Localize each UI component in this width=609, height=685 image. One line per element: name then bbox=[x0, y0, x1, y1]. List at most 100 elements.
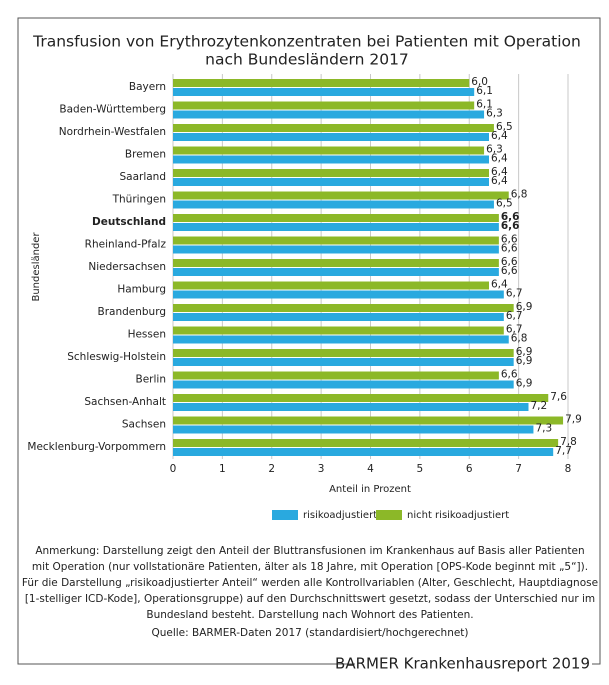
footer: BARMER Krankenhausreport 2019 bbox=[335, 655, 590, 673]
bar bbox=[173, 236, 499, 245]
chart-title: Transfusion von Erythrozytenkonzentraten… bbox=[32, 33, 581, 51]
bar bbox=[173, 281, 489, 290]
value-label: 6,0 bbox=[471, 76, 488, 88]
value-label: 7,7 bbox=[555, 445, 572, 457]
value-label: 6,6 bbox=[501, 265, 518, 277]
value-label: 6,9 bbox=[516, 301, 533, 313]
bar bbox=[173, 200, 494, 209]
bar bbox=[173, 304, 514, 312]
value-label: 6,3 bbox=[486, 108, 503, 120]
value-label: 7,6 bbox=[550, 391, 567, 403]
x-tick-label: 0 bbox=[170, 463, 177, 475]
x-tick-label: 4 bbox=[367, 463, 374, 475]
note: mit Operation (nur vollstationäre Patien… bbox=[32, 561, 588, 573]
x-tick-label: 8 bbox=[565, 463, 572, 475]
y-tick-label: Berlin bbox=[136, 374, 166, 386]
value-label: 6,9 bbox=[516, 378, 533, 390]
value-label: 7,2 bbox=[531, 400, 548, 412]
bar bbox=[173, 349, 514, 357]
bar bbox=[173, 259, 499, 267]
bar bbox=[173, 290, 504, 299]
x-tick-label: 5 bbox=[417, 463, 424, 475]
y-tick-label: Thüringen bbox=[112, 194, 166, 206]
y-tick-label: Sachsen bbox=[122, 419, 166, 431]
legend-swatch bbox=[272, 510, 298, 520]
bar bbox=[173, 403, 529, 411]
y-tick-label: Niedersachsen bbox=[88, 261, 166, 273]
value-label: 6,6 bbox=[501, 243, 518, 255]
x-tick-label: 6 bbox=[466, 463, 473, 475]
x-tick-label: 7 bbox=[515, 463, 522, 475]
frame bbox=[17, 17, 601, 665]
bar bbox=[173, 313, 504, 321]
note: Für die Darstellung „risikoadjustierter … bbox=[22, 577, 598, 589]
value-label: 6,6 bbox=[501, 256, 518, 268]
bar bbox=[173, 169, 489, 177]
value-label: 6,9 bbox=[516, 346, 533, 358]
y-tick-label: Mecklenburg-Vorpommern bbox=[27, 441, 166, 453]
x-tick-label: 1 bbox=[219, 463, 226, 475]
y-tick-label: Sachsen-Anhalt bbox=[84, 396, 166, 408]
value-label: 6,1 bbox=[476, 99, 493, 111]
value-label: 6,7 bbox=[506, 310, 523, 322]
bar bbox=[173, 88, 475, 96]
value-label: 6,4 bbox=[491, 166, 508, 178]
bar bbox=[173, 79, 470, 87]
x-tick-label: 3 bbox=[318, 463, 325, 475]
value-label: 6,6 bbox=[501, 369, 518, 381]
y-tick-label: Saarland bbox=[119, 171, 166, 183]
bar bbox=[173, 124, 494, 132]
chart-title: nach Bundesländern 2017 bbox=[205, 51, 409, 69]
value-label: 6,7 bbox=[506, 324, 523, 336]
y-tick-label: Hamburg bbox=[117, 284, 166, 296]
bar bbox=[173, 133, 489, 141]
bar bbox=[173, 191, 509, 200]
value-label: 6,8 bbox=[511, 333, 528, 345]
legend-label: nicht risikoadjustiert bbox=[407, 510, 509, 521]
bar bbox=[173, 439, 559, 447]
bar bbox=[173, 394, 549, 402]
bar bbox=[173, 146, 485, 155]
y-tick-label: Nordrhein-Westfalen bbox=[59, 126, 166, 138]
note: [1-stelliger ICD-Kode], Operationsgruppe… bbox=[25, 593, 595, 605]
y-tick-label: Bayern bbox=[129, 81, 166, 93]
value-label: 6,6 bbox=[501, 211, 520, 223]
bar bbox=[173, 178, 489, 186]
value-label: 6,4 bbox=[491, 130, 508, 142]
value-label: 6,8 bbox=[511, 189, 528, 201]
value-label: 6,1 bbox=[476, 85, 493, 97]
value-label: 7,8 bbox=[560, 436, 577, 448]
source: Quelle: BARMER-Daten 2017 (standardisier… bbox=[151, 627, 468, 639]
value-label: 6,4 bbox=[491, 175, 508, 187]
value-label: 6,5 bbox=[496, 121, 513, 133]
bar bbox=[173, 214, 499, 222]
bar bbox=[173, 101, 475, 110]
bar bbox=[173, 371, 499, 380]
value-label: 7,3 bbox=[535, 423, 552, 435]
legend-label: risikoadjustiert bbox=[303, 510, 377, 521]
value-label: 6,6 bbox=[501, 220, 520, 232]
bar bbox=[173, 425, 534, 434]
value-label: 7,9 bbox=[565, 414, 582, 426]
y-tick-label: Rheinland-Pfalz bbox=[85, 239, 167, 251]
value-label: 6,9 bbox=[516, 355, 533, 367]
value-label: 6,4 bbox=[491, 153, 508, 165]
bar bbox=[173, 245, 499, 254]
value-label: 6,4 bbox=[491, 279, 508, 291]
bar bbox=[173, 155, 489, 164]
bar bbox=[173, 223, 499, 231]
bar bbox=[173, 268, 499, 276]
y-tick-label: Hessen bbox=[128, 329, 166, 341]
y-tick-label: Brandenburg bbox=[97, 306, 166, 318]
bar bbox=[173, 448, 554, 456]
bar bbox=[173, 110, 485, 119]
value-label: 6,7 bbox=[506, 288, 523, 300]
y-tick-label: Schleswig-Holstein bbox=[67, 351, 166, 363]
bar bbox=[173, 380, 514, 389]
note: Anmerkung: Darstellung zeigt den Anteil … bbox=[35, 545, 584, 557]
y-tick-label: Deutschland bbox=[92, 216, 166, 228]
bar bbox=[173, 358, 514, 366]
x-tick-label: 2 bbox=[268, 463, 275, 475]
y-tick-label: Bremen bbox=[125, 149, 166, 161]
